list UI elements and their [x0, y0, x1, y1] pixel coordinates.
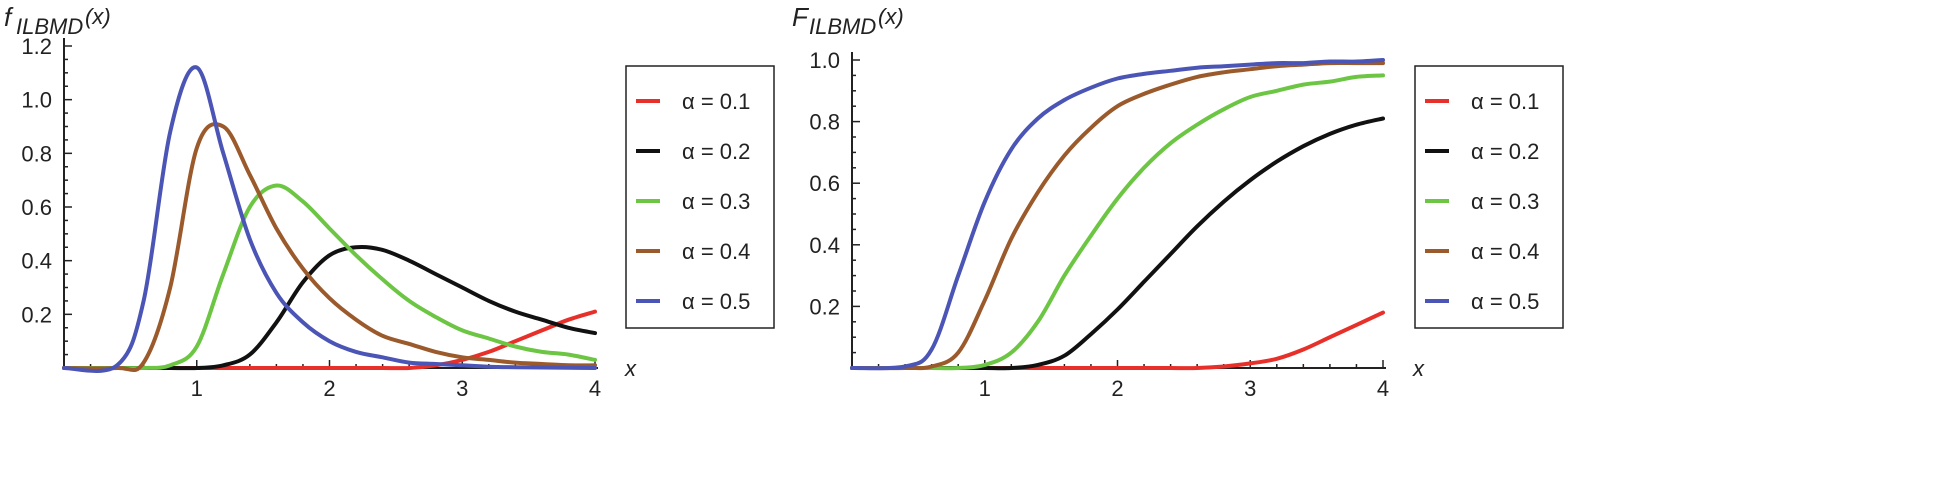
series-line	[850, 116, 1385, 371]
legend-label: α = 0.2	[682, 139, 750, 164]
legend-label: α = 0.5	[1471, 289, 1539, 314]
series-line	[62, 245, 597, 371]
x-tick-label: 3	[456, 376, 468, 401]
series-line	[850, 58, 1385, 371]
legend-label: α = 0.4	[682, 239, 750, 264]
x-axis-label: x	[624, 356, 637, 381]
x-tick-label: 4	[1377, 376, 1389, 401]
legend-label: α = 0.3	[1471, 189, 1539, 214]
y-tick-label: 0.6	[21, 195, 52, 220]
legend-box	[625, 65, 775, 329]
y-tick-label: 0.8	[21, 141, 52, 166]
legend-label: α = 0.4	[1471, 239, 1539, 264]
y-label-arg: (x)	[85, 4, 111, 29]
y-tick-label: 1.0	[809, 48, 840, 73]
y-tick-label: 1.0	[21, 88, 52, 113]
y-label-arg: (x)	[878, 4, 904, 29]
legend-label: α = 0.2	[1471, 139, 1539, 164]
series-line	[62, 183, 597, 371]
legend-label: α = 0.1	[1471, 89, 1539, 114]
y-tick-label: 0.2	[21, 302, 52, 327]
legend-label: α = 0.1	[682, 89, 750, 114]
y-tick-label: 1.2	[21, 34, 52, 59]
legend: α = 0.1 α = 0.2 α = 0.3 α = 0.4 α = 0.5	[625, 65, 775, 329]
y-label-subscript: ILBMD	[809, 14, 876, 39]
x-tick-label: 3	[1244, 376, 1256, 401]
y-axis-label: f ILBMD (x)	[4, 2, 111, 39]
y-tick-label: 0.8	[809, 110, 840, 135]
y-tick-label: 0.4	[809, 233, 840, 258]
series-line	[850, 60, 1385, 371]
legend-label: α = 0.5	[682, 289, 750, 314]
x-tick-label: 1	[191, 376, 203, 401]
legend-label: α = 0.3	[682, 189, 750, 214]
x-axis-label: x	[1412, 356, 1425, 381]
x-tick-label: 2	[323, 376, 335, 401]
y-tick-label: 0.4	[21, 249, 52, 274]
x-tick-label: 4	[589, 376, 601, 401]
legend: α = 0.1 α = 0.2 α = 0.3 α = 0.4 α = 0.5	[1414, 65, 1564, 329]
y-axis-label: F ILBMD (x)	[792, 2, 904, 39]
legend-box	[1414, 65, 1564, 329]
y-tick-label: 0.2	[809, 294, 840, 319]
series-line	[850, 73, 1385, 371]
x-tick-label: 2	[1111, 376, 1123, 401]
series-line	[850, 310, 1385, 371]
series-line	[62, 122, 597, 373]
series-line	[62, 65, 597, 373]
y-tick-label: 0.6	[809, 171, 840, 196]
y-label-main: f	[4, 2, 14, 32]
y-label-main: F	[792, 2, 810, 32]
chart-1: 1 2 3 40.20.40.60.81.01.2xf ILBMD (x)α = 0.1α…	[4, 2, 775, 401]
chart-2: 1 2 3 40.20.40.60.81.0xF ILBMD (x)α = 0.1α = …	[792, 2, 1564, 401]
y-label-subscript: ILBMD	[16, 14, 83, 39]
x-tick-label: 1	[979, 376, 991, 401]
